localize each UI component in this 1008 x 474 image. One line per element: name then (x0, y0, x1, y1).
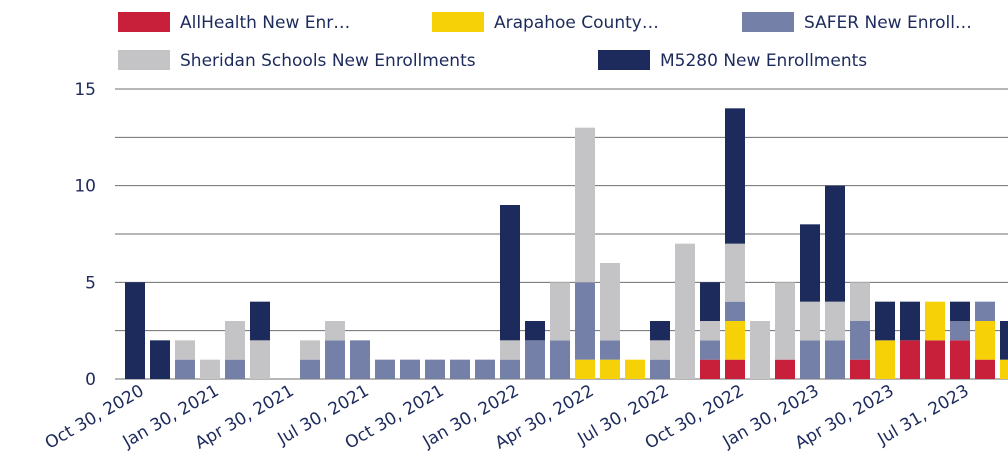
bar-segment (825, 301, 845, 341)
bar-segment (550, 340, 570, 379)
bar-segment (925, 301, 945, 341)
bar-segment (650, 340, 670, 360)
bar-segment (300, 359, 320, 379)
legend-swatch (742, 12, 794, 32)
bar-segment (975, 301, 995, 321)
bar-segment (600, 340, 620, 360)
bar-segment (500, 359, 520, 379)
bar-segment (800, 224, 820, 302)
bar-segment (175, 340, 195, 360)
bar-segment (150, 340, 170, 379)
bar-segment (550, 282, 570, 341)
bar-segment (825, 340, 845, 379)
bar-segment (400, 359, 420, 379)
bar-segment (650, 359, 670, 379)
bar-segment (525, 340, 545, 379)
bar-segment (725, 243, 745, 302)
legend-swatch (598, 50, 650, 70)
legend-label: Sheridan Schools New Enrollments (180, 51, 476, 71)
bar-segment (350, 340, 370, 379)
legend: AllHealth New Enr… Arapahoe County… SAFER … (118, 12, 972, 71)
bar-segment (700, 321, 720, 341)
bar-segment (225, 321, 245, 360)
bar-segment (575, 127, 595, 283)
bar-segment (525, 321, 545, 341)
bar-segment (325, 340, 345, 379)
bar-segment (700, 359, 720, 379)
bar-segment (725, 321, 745, 360)
bar-segment (950, 301, 970, 321)
bar-segment (975, 321, 995, 360)
bar-segment (650, 321, 670, 341)
bar-segment (700, 282, 720, 321)
legend-swatch (118, 50, 170, 70)
bar-segment (775, 282, 795, 360)
bar-segment (675, 243, 695, 379)
bar-segment (750, 321, 770, 379)
bar-segment (200, 359, 220, 379)
bar-segment (700, 340, 720, 360)
bar-segment (825, 185, 845, 302)
legend-label: M5280 New Enrollments (660, 51, 867, 71)
bar-segment (575, 359, 595, 379)
bar-segment (900, 301, 920, 341)
bar-segment (175, 359, 195, 379)
bar-segment (875, 301, 895, 341)
bar-segment (125, 282, 145, 379)
bar-segment (925, 340, 945, 379)
bar-segment (225, 359, 245, 379)
legend-swatch (432, 12, 484, 32)
bar-segment (950, 340, 970, 379)
bar-segment (250, 340, 270, 379)
bar-segment (850, 282, 870, 321)
legend-swatch (118, 12, 170, 32)
bar-segment (850, 321, 870, 360)
bar-segment (725, 108, 745, 244)
bar-segment (950, 321, 970, 341)
bar-segment (475, 359, 495, 379)
bar-segment (600, 263, 620, 341)
y-tick-label: 0 (85, 370, 96, 390)
bar-segment (425, 359, 445, 379)
bar-segment (450, 359, 470, 379)
bar-segment (900, 340, 920, 379)
y-tick-label: 5 (85, 273, 96, 293)
bar-segment (625, 359, 645, 379)
y-tick-label: 10 (74, 177, 96, 197)
bar-segment (600, 359, 620, 379)
bar-segment (500, 205, 520, 341)
y-tick-label: 15 (74, 80, 96, 100)
bar-segment (325, 321, 345, 341)
bar-segment (850, 359, 870, 379)
bar-segment (875, 340, 895, 379)
bar-segment (725, 301, 745, 321)
legend-label: Arapahoe County… (494, 13, 659, 33)
legend-label: AllHealth New Enr… (180, 13, 350, 33)
bar-segment (1000, 321, 1008, 360)
bar-segment (300, 340, 320, 360)
bar-segment (975, 359, 995, 379)
bar-segment (500, 340, 520, 360)
bar-segment (1000, 359, 1008, 379)
bar-segment (575, 282, 595, 360)
bar-segment (800, 340, 820, 379)
bar-segment (775, 359, 795, 379)
bar-segment (250, 301, 270, 341)
bar-segment (725, 359, 745, 379)
bar-segment (375, 359, 395, 379)
bar-segment (800, 301, 820, 341)
legend-label: SAFER New Enroll… (804, 13, 972, 33)
